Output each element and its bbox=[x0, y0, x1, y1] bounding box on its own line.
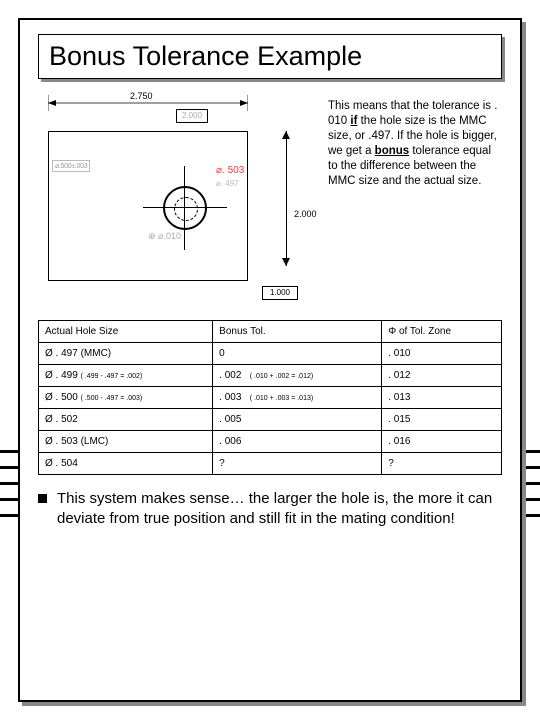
feature-control-frame: ⌀.500±.003 bbox=[52, 160, 90, 172]
engineering-diagram: 2.750 2.000 ⌀.500±.003 ⌀. 503 ⌀. 497 ⊕ ⌀… bbox=[38, 91, 318, 306]
cell-bonus: 0 bbox=[213, 343, 382, 365]
cell-bonus: ? bbox=[213, 453, 382, 475]
page-title: Bonus Tolerance Example bbox=[49, 41, 491, 72]
table-row: Ø . 500 ( .500 - .497 = .003). 003 ( .01… bbox=[39, 387, 502, 409]
diagram-row: 2.750 2.000 ⌀.500±.003 ⌀. 503 ⌀. 497 ⊕ ⌀… bbox=[38, 91, 502, 306]
slide-frame: Bonus Tolerance Example 2.750 2.000 ⌀.50… bbox=[18, 18, 522, 702]
top-boxed-dim: 2.000 bbox=[176, 109, 208, 123]
diameter-497-callout: ⌀. 497 bbox=[216, 179, 239, 188]
cell-zone: . 016 bbox=[382, 431, 502, 453]
right-boxed-dim: 1.000 bbox=[262, 286, 298, 300]
bullet-point: This system makes sense… the larger the … bbox=[38, 489, 502, 530]
table-header-row: Actual Hole Size Bonus Tol. Φ of Tol. Zo… bbox=[39, 321, 502, 343]
table-row: Ø . 504?? bbox=[39, 453, 502, 475]
col-actual: Actual Hole Size bbox=[39, 321, 213, 343]
table-row: Ø . 503 (LMC). 006. 016 bbox=[39, 431, 502, 453]
cell-zone: ? bbox=[382, 453, 502, 475]
hole-circle bbox=[163, 186, 207, 230]
cell-actual: Ø . 503 (LMC) bbox=[39, 431, 213, 453]
cell-actual: Ø . 497 (MMC) bbox=[39, 343, 213, 365]
cell-actual: Ø . 502 bbox=[39, 409, 213, 431]
cell-zone: . 010 bbox=[382, 343, 502, 365]
cell-zone: . 015 bbox=[382, 409, 502, 431]
right-dim-text: 2.000 bbox=[294, 209, 317, 219]
cell-bonus: . 005 bbox=[213, 409, 382, 431]
cell-zone: . 013 bbox=[382, 387, 502, 409]
diameter-503-callout: ⌀. 503 bbox=[216, 165, 244, 176]
bullet-square-icon bbox=[38, 494, 47, 503]
table-row: Ø . 502. 005. 015 bbox=[39, 409, 502, 431]
part-outline bbox=[48, 131, 248, 281]
right-dimensions: 2.000 1.000 bbox=[256, 131, 316, 306]
right-stripes bbox=[522, 0, 540, 720]
col-bonus: Bonus Tol. bbox=[213, 321, 382, 343]
top-dim-text: 2.750 bbox=[130, 91, 153, 101]
title-box: Bonus Tolerance Example bbox=[38, 34, 502, 79]
tolerance-table: Actual Hole Size Bonus Tol. Φ of Tol. Zo… bbox=[38, 320, 502, 475]
position-symbol: ⊕ ⌀.010 bbox=[148, 231, 181, 242]
cell-bonus: . 003 ( .010 + .003 = .013) bbox=[213, 387, 382, 409]
cell-actual: Ø . 504 bbox=[39, 453, 213, 475]
bullet-text: This system makes sense… the larger the … bbox=[57, 489, 502, 530]
explanation-text: This means that the tolerance is . 010 i… bbox=[328, 91, 502, 306]
cell-actual: Ø . 499 ( .499 - .497 = .002) bbox=[39, 365, 213, 387]
table-row: Ø . 499 ( .499 - .497 = .002). 002 ( .01… bbox=[39, 365, 502, 387]
cell-bonus: . 002 ( .010 + .002 = .012) bbox=[213, 365, 382, 387]
left-stripes bbox=[0, 0, 18, 720]
cell-bonus: . 006 bbox=[213, 431, 382, 453]
cell-actual: Ø . 500 ( .500 - .497 = .003) bbox=[39, 387, 213, 409]
table-row: Ø . 497 (MMC)0. 010 bbox=[39, 343, 502, 365]
col-zone: Φ of Tol. Zone bbox=[382, 321, 502, 343]
cell-zone: . 012 bbox=[382, 365, 502, 387]
